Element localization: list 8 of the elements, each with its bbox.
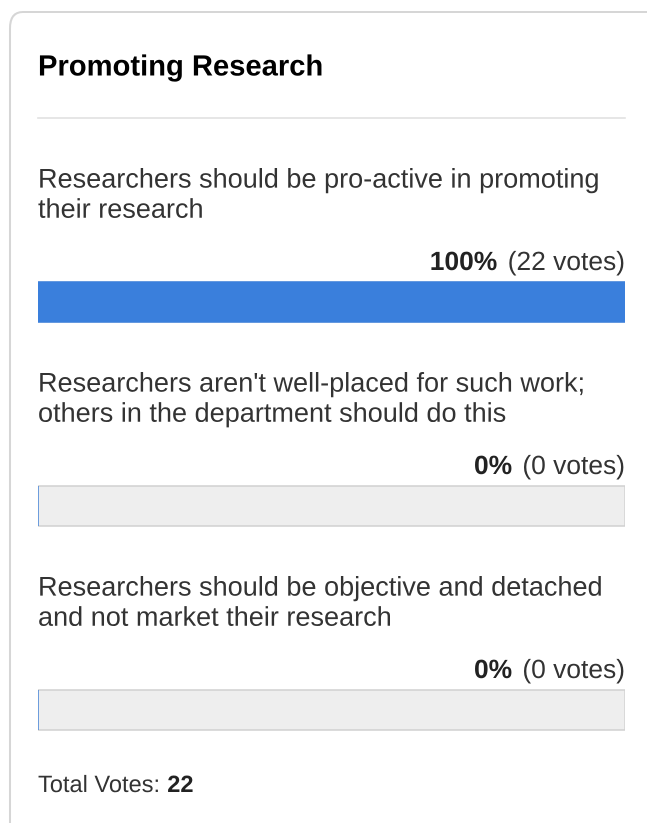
data-label: 0% (0 votes) [475, 658, 624, 684]
y-tick-label: Researchers aren't well-placed for such work; others in the department should do this [39, 372, 583, 428]
data-label: 100% (22 votes) [431, 250, 624, 276]
data-label: 0% (0 votes) [475, 454, 624, 480]
y-tick-label: Researchers should be objective and detached and not market their research [39, 576, 601, 626]
annotation: Total Votes: 22 [38, 774, 193, 792]
chart-title: Promoting Research [40, 54, 322, 82]
y-tick-label: Researchers should be pro-active in promoting their research [38, 168, 598, 218]
